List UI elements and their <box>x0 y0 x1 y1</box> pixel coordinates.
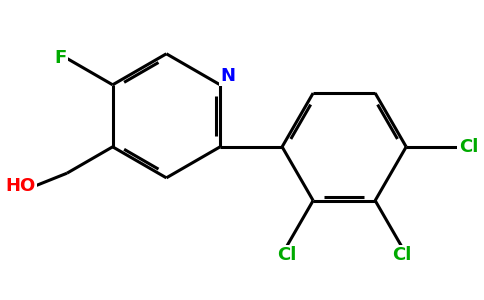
Text: HO: HO <box>6 177 36 195</box>
Text: Cl: Cl <box>459 138 478 156</box>
Text: N: N <box>220 67 235 85</box>
Text: Cl: Cl <box>277 246 297 264</box>
Text: Cl: Cl <box>392 246 411 264</box>
Text: F: F <box>55 50 67 68</box>
